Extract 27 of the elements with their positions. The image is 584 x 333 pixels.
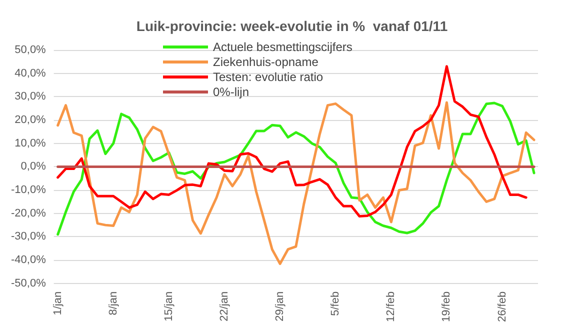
legend-label: 0%-lijn [213,85,250,99]
y-tick-label: 50,0% [14,44,46,56]
x-tick-label: 5/feb [330,291,342,316]
chart-title: Luik-provincie: week-evolutie in % vanaf 01/11 [136,18,448,34]
x-tick-label: 22/jan [218,291,230,322]
x-tick-label: 19/feb [440,291,453,322]
y-tick-label: -30,0% [10,230,46,243]
y-tick-label: -40,0% [10,254,46,266]
legend-label: Testen: evolutie ratio [213,70,324,84]
legend-label: Ziekenhuis-opname [213,55,319,69]
x-tick-label: 12/feb [385,291,398,322]
y-tick-label: -20,0% [10,207,46,220]
x-tick-label: 15/jan [162,291,175,322]
x-tick-label: 8/jan [107,291,120,316]
y-tick-label: 10,0% [14,137,46,150]
line-series [56,101,536,266]
y-tick-label: 0,0% [20,160,46,173]
x-tick-label: 26/feb [496,291,508,322]
y-tick-label: 20,0% [14,114,46,126]
y-tick-label: -50,0% [10,277,46,290]
y-tick-label: 40,0% [14,67,46,80]
x-tick-label: 1/jan [52,291,64,316]
line-series [56,102,536,236]
y-tick-label: -10,0% [10,184,46,196]
legend-label: Actuele besmettingscijfers [213,40,352,54]
y-tick-label: 30,0% [14,90,46,103]
x-tick-label: 29/jan [274,291,286,322]
